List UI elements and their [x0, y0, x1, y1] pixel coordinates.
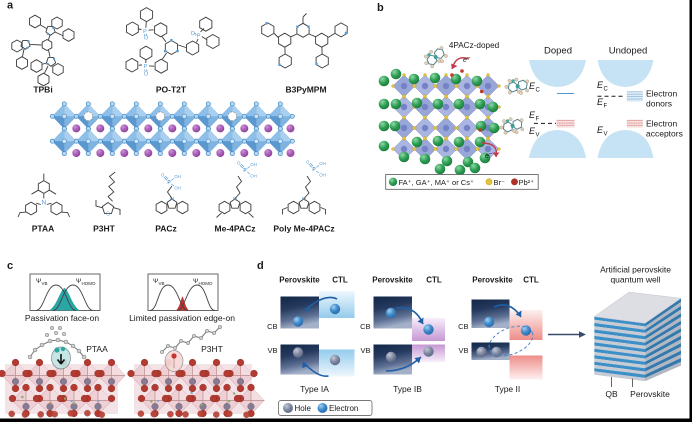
svg-text:PO-T2T: PO-T2T	[156, 85, 187, 95]
svg-text:CTL: CTL	[523, 276, 539, 285]
svg-text:E: E	[529, 81, 536, 91]
svg-text:E: E	[529, 110, 536, 120]
svg-text:e: e	[463, 57, 467, 64]
svg-text:CTL: CTL	[332, 276, 348, 285]
svg-text:O: O	[237, 161, 241, 166]
svg-text:Pb²⁺: Pb²⁺	[519, 178, 535, 187]
svg-text:Me-4PACz: Me-4PACz	[215, 224, 256, 234]
svg-text:Artificial perovskite: Artificial perovskite	[600, 265, 671, 275]
svg-text:OH: OH	[250, 174, 257, 179]
svg-text:c: c	[7, 260, 13, 272]
svg-text:Ψ: Ψ	[76, 278, 81, 285]
svg-text:a: a	[7, 0, 14, 12]
svg-text:Electron: Electron	[646, 89, 677, 99]
svg-text:P: P	[197, 34, 201, 40]
svg-text:C: C	[536, 88, 541, 94]
svg-text:O: O	[161, 173, 165, 178]
svg-text:CB: CB	[267, 322, 277, 331]
svg-text:e: e	[485, 153, 489, 160]
svg-text:E: E	[597, 97, 604, 107]
svg-text:HOMO: HOMO	[199, 281, 213, 286]
svg-text:P: P	[143, 29, 147, 35]
svg-text:S: S	[106, 212, 110, 218]
svg-text:OH: OH	[250, 162, 257, 167]
svg-text:Electron: Electron	[646, 119, 677, 129]
svg-text:O: O	[144, 35, 149, 41]
svg-text:CTL: CTL	[426, 276, 442, 285]
svg-text:O: O	[306, 160, 310, 165]
svg-text:TPBi: TPBi	[33, 85, 52, 95]
svg-text:Electron: Electron	[329, 404, 358, 413]
svg-text:Perovskite: Perovskite	[372, 276, 413, 285]
svg-text:VB: VB	[360, 346, 370, 355]
svg-text:4PACz-doped: 4PACz-doped	[449, 41, 500, 50]
svg-text:B3PyMPM: B3PyMPM	[285, 85, 326, 95]
svg-text:VB: VB	[159, 281, 165, 286]
svg-text:Passivation face-on: Passivation face-on	[25, 313, 99, 323]
svg-text:OH: OH	[174, 186, 181, 191]
svg-text:PTAA: PTAA	[86, 344, 108, 354]
svg-text:FA⁺, GA⁺, MA⁺ or Cs⁺: FA⁺, GA⁺, MA⁺ or Cs⁺	[399, 178, 474, 187]
svg-text:P: P	[167, 180, 171, 186]
svg-text:OH: OH	[319, 173, 326, 178]
svg-text:Perovskite: Perovskite	[630, 389, 670, 399]
svg-text:C: C	[604, 87, 609, 93]
svg-text:P: P	[144, 64, 148, 70]
svg-text:N: N	[170, 197, 174, 203]
svg-text:Ψ: Ψ	[153, 278, 158, 285]
svg-text:P3HT: P3HT	[201, 344, 223, 354]
svg-text:PACz: PACz	[155, 224, 177, 234]
svg-text:d: d	[257, 260, 264, 272]
svg-text:V: V	[604, 132, 608, 138]
svg-text:CB: CB	[458, 322, 468, 331]
svg-text:N: N	[41, 199, 46, 206]
svg-text:O: O	[144, 72, 149, 78]
svg-text:E: E	[597, 80, 604, 90]
svg-text:Ψ: Ψ	[193, 278, 198, 285]
svg-text:Br⁻: Br⁻	[494, 178, 506, 187]
svg-text:OH: OH	[174, 174, 181, 179]
svg-text:VB: VB	[458, 346, 468, 355]
svg-text:OH: OH	[319, 161, 326, 166]
svg-text:Poly Me-4PACz: Poly Me-4PACz	[273, 224, 334, 234]
svg-text:Type IA: Type IA	[300, 384, 329, 394]
svg-text:–: –	[489, 151, 493, 157]
svg-text:Type IB: Type IB	[393, 384, 422, 394]
svg-text:QB: QB	[605, 389, 618, 399]
svg-text:F: F	[536, 117, 540, 123]
svg-text:V: V	[536, 133, 540, 139]
svg-text:P: P	[243, 168, 247, 174]
svg-text:PTAA: PTAA	[32, 224, 55, 234]
svg-text:Hole: Hole	[295, 404, 312, 413]
svg-text:E: E	[529, 126, 536, 136]
svg-text:P: P	[312, 167, 316, 173]
svg-text:–: –	[467, 55, 471, 61]
svg-text:Type II: Type II	[495, 384, 521, 394]
svg-text:HOMO: HOMO	[82, 281, 96, 286]
svg-text:Limited passivation edge-on: Limited passivation edge-on	[129, 313, 235, 323]
svg-text:P3HT: P3HT	[93, 224, 116, 234]
svg-text:Perovskite: Perovskite	[279, 276, 320, 285]
svg-text:Perovskite: Perovskite	[472, 276, 513, 285]
svg-text:CB: CB	[360, 322, 370, 331]
svg-text:N: N	[302, 197, 306, 203]
svg-text:N: N	[233, 197, 237, 203]
svg-text:Undoped: Undoped	[609, 46, 648, 57]
svg-text:F: F	[604, 104, 608, 110]
svg-text:b: b	[377, 2, 384, 14]
svg-text:Ψ: Ψ	[36, 278, 41, 285]
svg-text:VB: VB	[42, 281, 48, 286]
svg-text:quantum well: quantum well	[610, 275, 660, 285]
svg-text:acceptors: acceptors	[646, 129, 683, 139]
svg-text:Doped: Doped	[544, 46, 572, 57]
svg-text:O: O	[191, 31, 196, 37]
svg-text:donors: donors	[646, 99, 672, 109]
svg-text:E: E	[597, 125, 604, 135]
svg-text:VB: VB	[267, 346, 277, 355]
